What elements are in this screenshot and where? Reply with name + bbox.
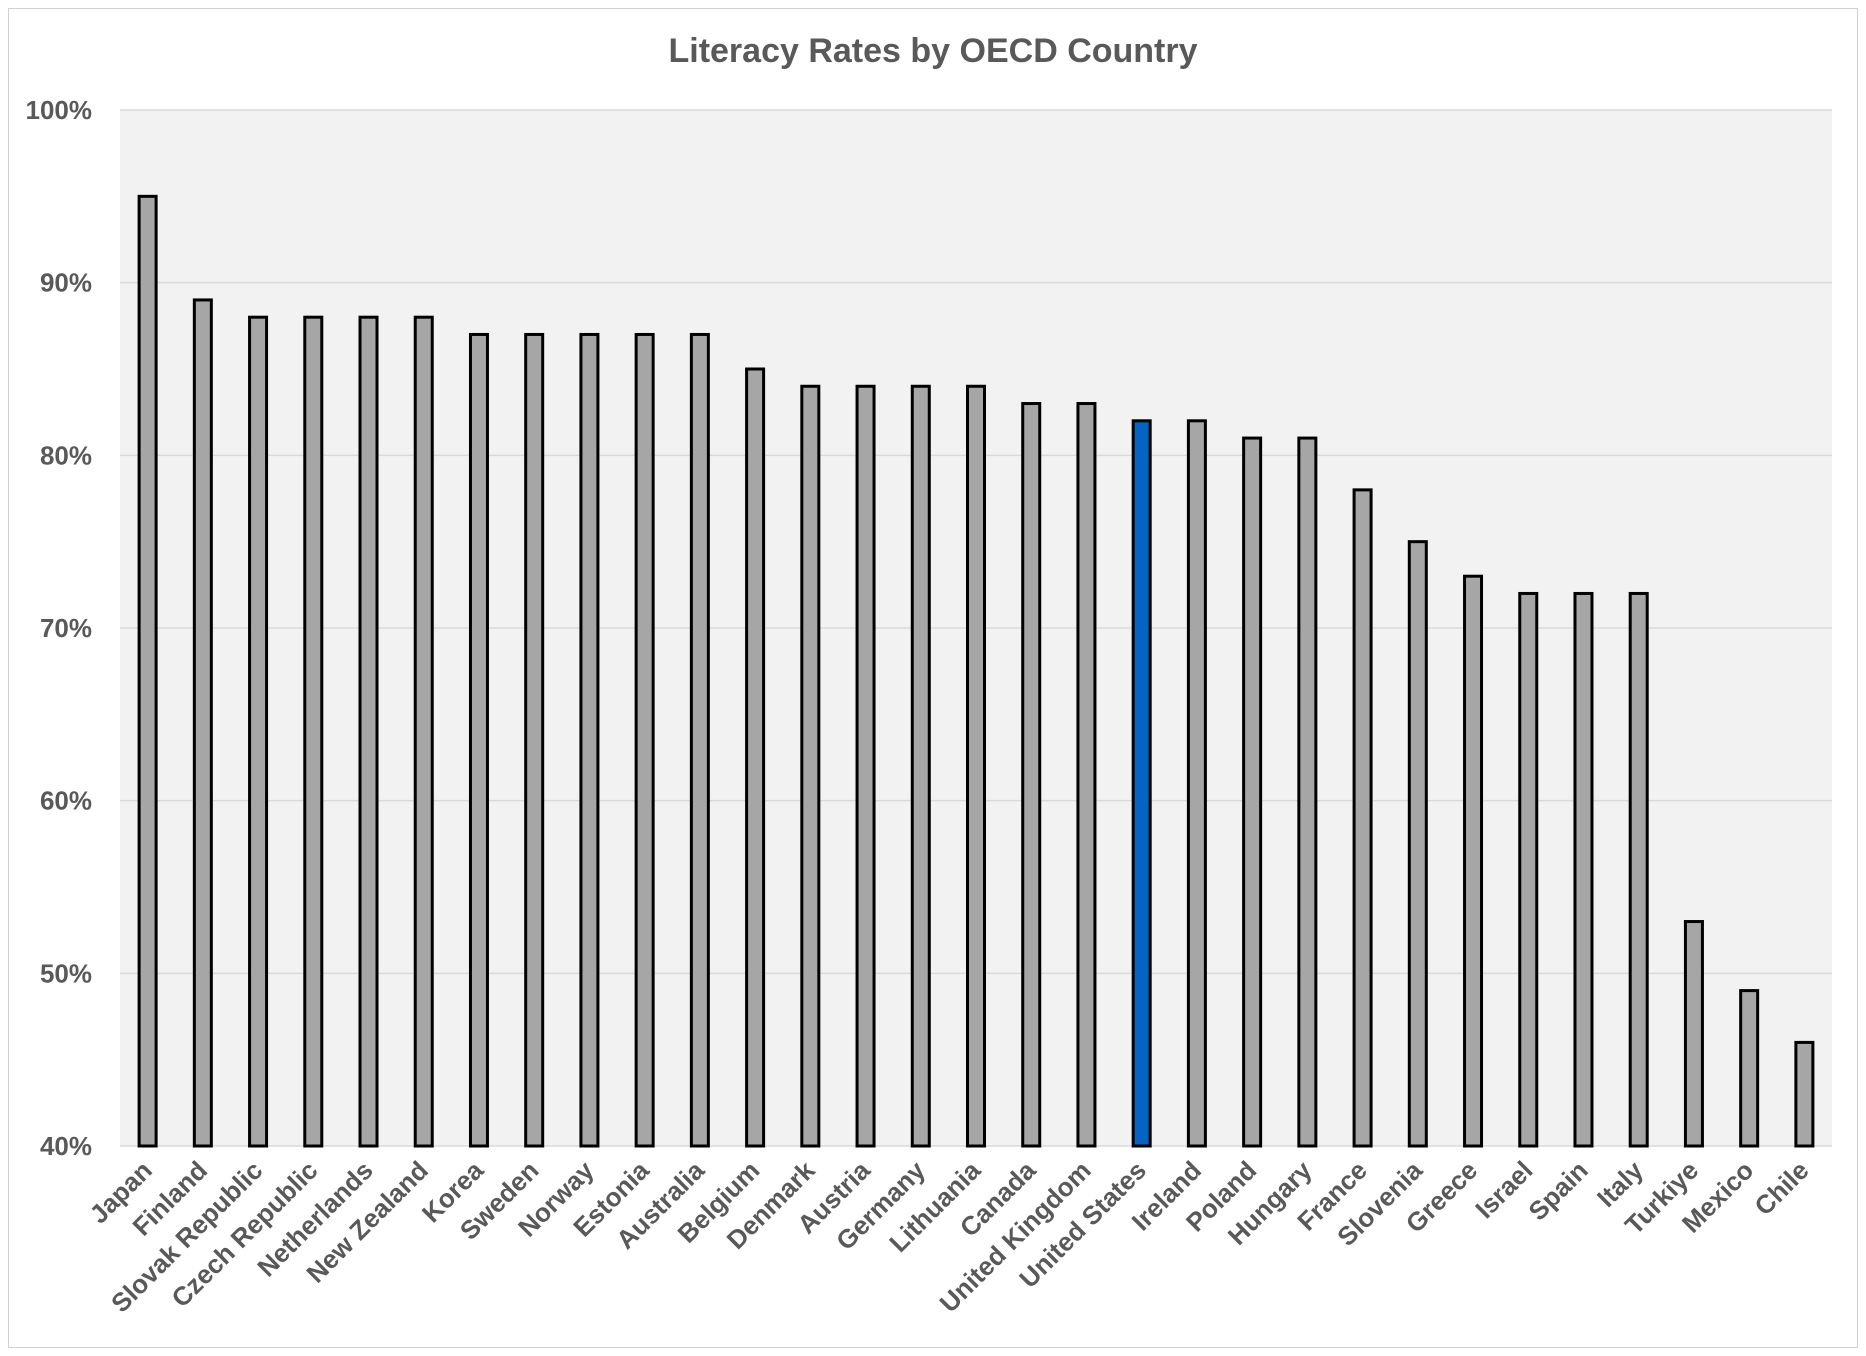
bar-canada bbox=[1021, 402, 1042, 1148]
bar-japan bbox=[137, 194, 158, 1148]
bar-austria bbox=[855, 384, 876, 1148]
bar-sweden bbox=[524, 332, 545, 1148]
y-axis: 40% 50% 60% 70% 80% 90% 100% bbox=[26, 95, 93, 1161]
y-tick-label: 40% bbox=[40, 1131, 92, 1161]
bar-slovak-republic bbox=[248, 315, 269, 1148]
bar-turkiye bbox=[1683, 920, 1704, 1148]
bar-slovenia bbox=[1407, 540, 1428, 1148]
bar-poland bbox=[1242, 436, 1263, 1148]
bar-germany bbox=[910, 384, 931, 1148]
bar-lithuania bbox=[966, 384, 986, 1148]
bar-new-zealand bbox=[413, 315, 434, 1148]
y-tick-label: 80% bbox=[40, 440, 92, 470]
bar-norway bbox=[579, 332, 600, 1148]
bar-united-kingdom bbox=[1076, 402, 1097, 1148]
bar-israel bbox=[1518, 591, 1539, 1148]
bar-estonia bbox=[634, 332, 655, 1148]
bar-france bbox=[1352, 488, 1373, 1148]
bar-united-states bbox=[1131, 419, 1152, 1148]
bars bbox=[137, 194, 1815, 1148]
y-tick-label: 70% bbox=[40, 613, 92, 643]
bar-netherlands bbox=[358, 315, 379, 1148]
bar-korea bbox=[468, 332, 489, 1148]
bar-hungary bbox=[1297, 436, 1318, 1148]
y-tick-label: 100% bbox=[26, 95, 93, 125]
x-tick-label: Israel bbox=[1469, 1155, 1538, 1224]
bar-italy bbox=[1628, 591, 1649, 1148]
y-tick-label: 60% bbox=[40, 786, 92, 816]
bar-denmark bbox=[800, 384, 821, 1148]
bar-chile bbox=[1794, 1040, 1815, 1148]
bar-belgium bbox=[745, 367, 766, 1148]
bar-greece bbox=[1463, 574, 1484, 1148]
bar-mexico bbox=[1739, 989, 1760, 1148]
bar-spain bbox=[1573, 591, 1594, 1148]
chart-title: Literacy Rates by OECD Country bbox=[668, 32, 1197, 70]
bar-ireland bbox=[1186, 419, 1207, 1148]
x-tick-label: Spain bbox=[1522, 1155, 1593, 1226]
y-tick-label: 50% bbox=[40, 958, 92, 988]
y-tick-label: 90% bbox=[40, 268, 92, 298]
x-tick-label: Chile bbox=[1748, 1155, 1814, 1221]
bar-czech-republic bbox=[303, 315, 324, 1148]
bar-australia bbox=[689, 332, 710, 1148]
bar-finland bbox=[192, 298, 213, 1148]
